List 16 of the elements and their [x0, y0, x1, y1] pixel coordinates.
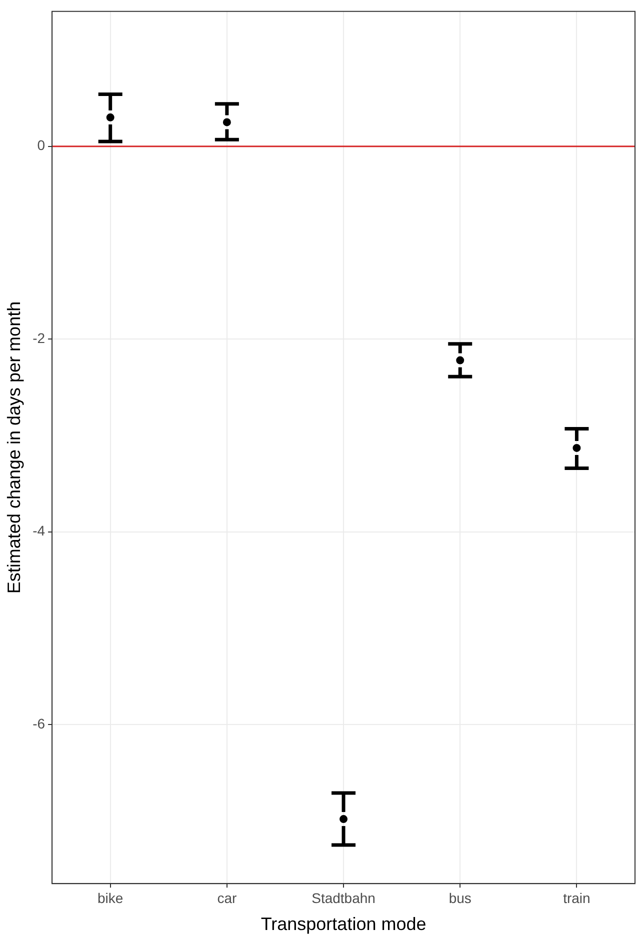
x-axis-title: Transportation mode	[260, 914, 426, 934]
x-tick-label: Stadtbahn	[312, 890, 376, 906]
point	[572, 444, 581, 452]
y-tick-label: -6	[32, 715, 46, 732]
y-tick-label: -2	[32, 330, 46, 346]
y-tick-label: -4	[32, 522, 46, 539]
x-tick-label: bus	[448, 890, 472, 906]
x-tick-label: car	[217, 890, 237, 906]
y-axis-title: Estimated change in days per month	[4, 301, 24, 594]
y-tick-label: 0	[37, 137, 46, 154]
point	[340, 815, 348, 824]
point	[456, 356, 464, 364]
x-tick-label: train	[563, 890, 590, 906]
x-tick-label: bike	[98, 890, 124, 906]
point	[106, 113, 114, 122]
point	[222, 118, 231, 126]
